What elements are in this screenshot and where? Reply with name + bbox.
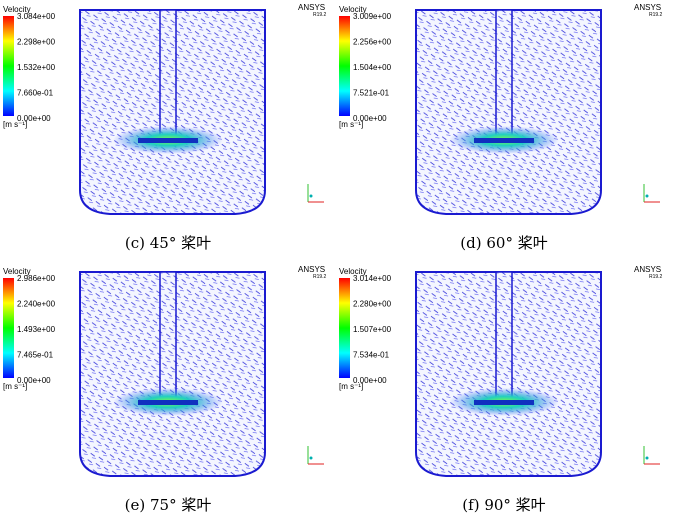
- unit-label: [m s⁻¹]: [3, 120, 27, 129]
- brand: ANSYS: [634, 265, 661, 274]
- colorbar-label: 3.009e+00: [353, 12, 392, 21]
- colorbar-label: 2.256e+00: [353, 38, 392, 47]
- unit-label: [m s⁻¹]: [3, 382, 27, 391]
- impeller: [474, 400, 534, 405]
- impeller: [474, 138, 534, 143]
- colorbar-label: 3.014e+00: [353, 274, 392, 283]
- legend-title: Velocity: [3, 267, 31, 276]
- colorbar-label: 1.507e+00: [353, 325, 392, 334]
- colorbar-label: 2.280e+00: [353, 300, 392, 309]
- colorbar-label: 0.00e+00: [17, 376, 51, 385]
- shaft: [159, 271, 177, 408]
- shaft: [495, 9, 513, 146]
- caption: (c) 45° 桨叶: [125, 234, 211, 252]
- legend-title: Velocity: [339, 5, 367, 14]
- brand: ANSYS: [298, 265, 325, 274]
- colorbar: [3, 278, 14, 378]
- colorbar-label: 7.465e-01: [17, 351, 54, 360]
- colorbar: [3, 16, 14, 116]
- caption: (d) 60° 桨叶: [460, 234, 547, 252]
- colorbar-label: 1.532e+00: [17, 63, 56, 72]
- colorbar-label: 7.521e-01: [353, 89, 390, 98]
- colorbar-label: 0.00e+00: [353, 376, 387, 385]
- axis-origin: [645, 194, 649, 198]
- impeller: [138, 400, 198, 405]
- axis-origin: [645, 456, 649, 460]
- unit-label: [m s⁻¹]: [339, 382, 363, 391]
- shaft: [495, 271, 513, 408]
- colorbar-label: 7.534e-01: [353, 351, 390, 360]
- version: R19.2: [313, 274, 327, 280]
- colorbar-label: 2.986e+00: [17, 274, 56, 283]
- colorbar-label: 2.298e+00: [17, 38, 56, 47]
- colorbar: [339, 278, 350, 378]
- caption: (e) 75° 桨叶: [125, 496, 212, 514]
- axis-origin: [309, 456, 313, 460]
- legend-title: Velocity: [3, 5, 31, 14]
- axis-origin: [309, 194, 313, 198]
- colorbar-label: 1.493e+00: [17, 325, 56, 334]
- colorbar-label: 3.084e+00: [17, 12, 56, 21]
- colorbar-label: 7.660e-01: [17, 89, 54, 98]
- colorbar-label: 1.504e+00: [353, 63, 392, 72]
- shaft: [159, 9, 177, 146]
- colorbar-label: 2.240e+00: [17, 300, 56, 309]
- brand: ANSYS: [298, 3, 325, 12]
- colorbar-label: 0.00e+00: [353, 114, 387, 123]
- version: R19.2: [649, 12, 663, 18]
- unit-label: [m s⁻¹]: [339, 120, 363, 129]
- caption: (f) 90° 桨叶: [462, 496, 545, 514]
- colorbar-label: 0.00e+00: [17, 114, 51, 123]
- colorbar: [339, 16, 350, 116]
- legend-title: Velocity: [339, 267, 367, 276]
- impeller: [138, 138, 198, 143]
- version: R19.2: [313, 12, 327, 18]
- brand: ANSYS: [634, 3, 661, 12]
- version: R19.2: [649, 274, 663, 280]
